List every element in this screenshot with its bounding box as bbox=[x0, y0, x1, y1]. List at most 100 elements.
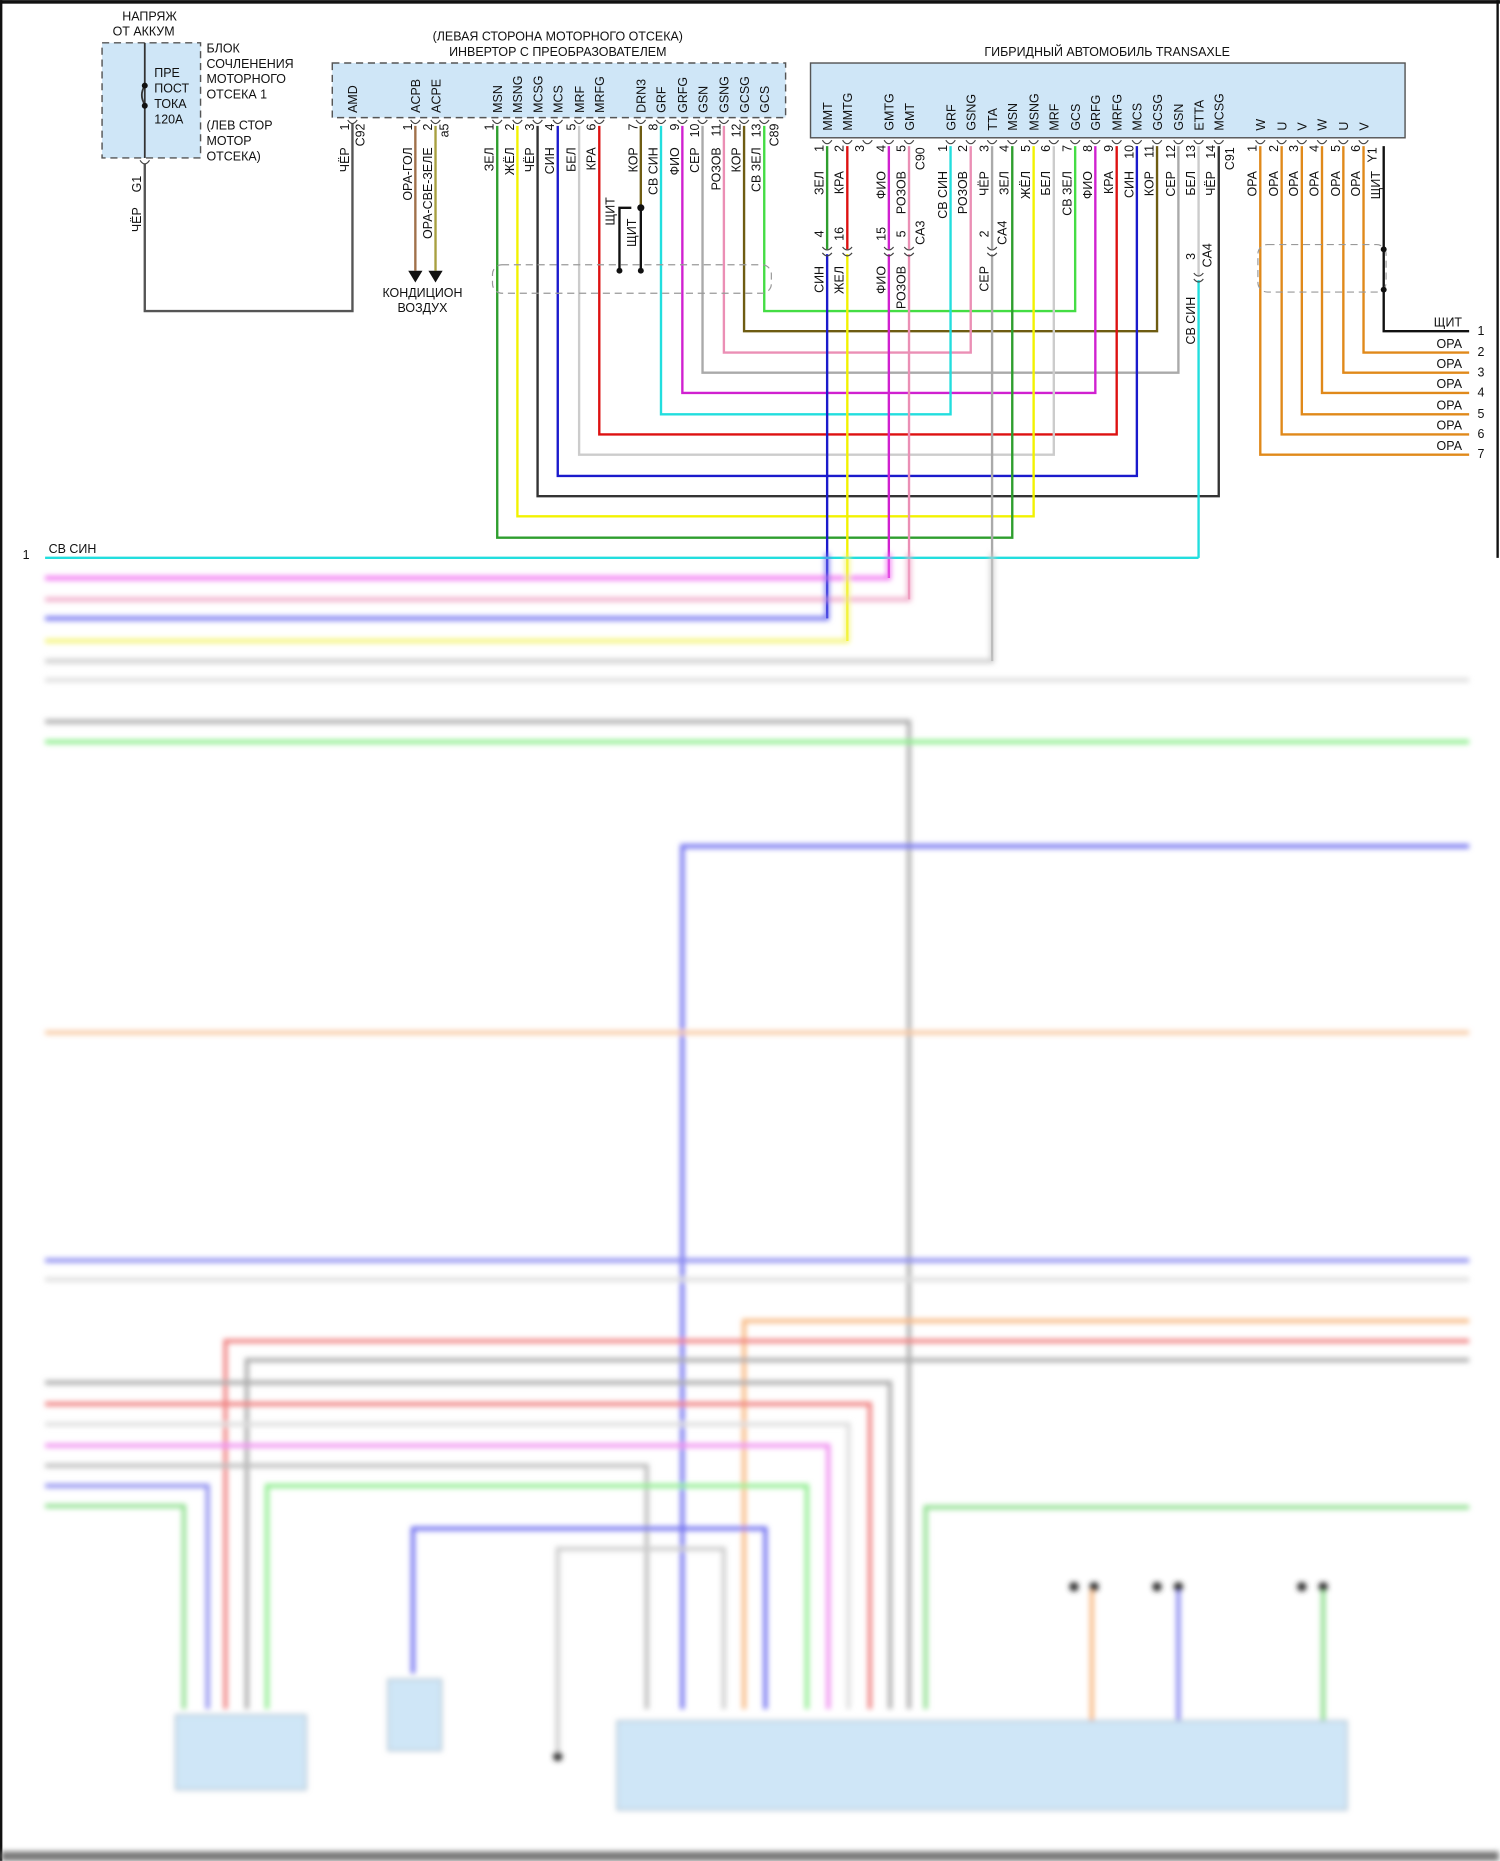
output-wire-label: ОРА bbox=[1437, 399, 1463, 413]
inverter-pin-name: AMD bbox=[346, 85, 360, 113]
pin-terminal-icon bbox=[1090, 139, 1101, 145]
inverter-pin-number: 13 bbox=[750, 123, 764, 137]
transaxle-pin-number: 6 bbox=[1039, 145, 1053, 152]
junction-block bbox=[101, 42, 202, 159]
transaxle-pin-number: 1 bbox=[936, 145, 950, 152]
pin-terminal-icon bbox=[1151, 139, 1163, 145]
output-wire-label: ОРА bbox=[1437, 337, 1463, 351]
connector-label: C89 bbox=[767, 123, 781, 146]
blurred-wire bbox=[45, 1503, 187, 1709]
blurred-border bbox=[1, 1851, 1499, 1861]
ground-wire bbox=[143, 123, 354, 313]
output-number: 4 bbox=[1478, 385, 1485, 399]
connector-label: C92 bbox=[353, 123, 367, 146]
inline-pin-number: 5 bbox=[894, 230, 908, 237]
wire-label: ЧЁР bbox=[130, 207, 144, 232]
transaxle-pin-number: 12 bbox=[1164, 145, 1178, 159]
transaxle-pin-name: MSN bbox=[1006, 103, 1020, 131]
inverter-wire-label: СИН bbox=[543, 147, 557, 174]
inverter-pin-number: 11 bbox=[709, 123, 723, 136]
inverter-pin-number: 9 bbox=[668, 123, 682, 130]
transaxle-pin-name: ETTA bbox=[1192, 99, 1206, 131]
transaxle-pin-name: MMTG bbox=[841, 93, 855, 131]
pin-terminal-icon bbox=[655, 119, 667, 125]
pin-terminal-icon bbox=[430, 119, 441, 125]
connector-label: a5 bbox=[438, 123, 452, 137]
inverter-wire-label: ЖЁЛ bbox=[503, 147, 517, 175]
inverter-pin-number: 8 bbox=[646, 123, 660, 130]
connector-label: CA4 bbox=[1201, 243, 1215, 267]
blurred-wire bbox=[555, 1546, 726, 1757]
blurred-wire bbox=[45, 1463, 649, 1709]
transaxle-pin-name: GMTG bbox=[883, 93, 897, 130]
arrow-down-icon bbox=[408, 270, 443, 283]
fuse-label: ТОКА bbox=[154, 97, 187, 111]
pin-terminal-icon bbox=[410, 119, 421, 125]
transaxle-pin-number: 7 bbox=[1061, 145, 1075, 152]
left-border bbox=[0, 0, 3, 1861]
transaxle-pin-name: TTA bbox=[986, 107, 1000, 130]
blurred-wire bbox=[45, 1422, 851, 1709]
transaxle-pin-number: 2 bbox=[833, 145, 847, 152]
pin-terminal-icon bbox=[677, 119, 688, 125]
blurred-wire bbox=[45, 553, 830, 621]
inverter-pin-number: 1 bbox=[483, 123, 497, 130]
block-label: МОТОРНОГО bbox=[206, 72, 286, 86]
transaxle-wire-label: ОРА bbox=[1287, 170, 1301, 196]
transaxle-wire-label: КРА bbox=[1102, 170, 1116, 194]
block-location: МОТОР bbox=[206, 134, 251, 148]
block-label: БЛОК bbox=[206, 41, 240, 55]
blurred-splice bbox=[1089, 1582, 1099, 1592]
output-number: 6 bbox=[1478, 427, 1485, 441]
inverter-wire-label: ФИО bbox=[668, 147, 682, 175]
inline-connector-icon bbox=[986, 246, 998, 257]
inverter-pin-number: 2 bbox=[503, 123, 517, 130]
phase-wire bbox=[1280, 146, 1470, 436]
phase-wire bbox=[1342, 146, 1470, 374]
output-wire-label: ОРА bbox=[1437, 419, 1463, 433]
transaxle-pin-name: GCSG bbox=[1151, 94, 1165, 131]
transaxle-pin-number: 4 bbox=[1307, 145, 1321, 152]
blurred-wire bbox=[45, 719, 912, 1709]
blurred-component bbox=[387, 1678, 443, 1752]
pin-terminal-icon bbox=[738, 119, 750, 125]
inverter-wire-label: КОР bbox=[730, 147, 744, 172]
transaxle-pin-number: 9 bbox=[1102, 145, 1116, 152]
phase-wire bbox=[1320, 146, 1470, 395]
transaxle-pin-number: 2 bbox=[1267, 145, 1281, 152]
inverter-pin-name: MRFG bbox=[593, 76, 607, 113]
inverter-wire-label: ЗЕЛ bbox=[483, 147, 497, 171]
inline-pin-number: 3 bbox=[1184, 253, 1198, 260]
pin-terminal-icon bbox=[821, 139, 833, 145]
block-label: ОТСЕКА 1 bbox=[206, 88, 267, 102]
lower-diagram-blurred bbox=[1, 553, 1499, 1861]
inverter-wire-label: СВ ЗЕЛ bbox=[750, 147, 764, 192]
shield-label: ЩИТ bbox=[604, 197, 618, 226]
output-number: 2 bbox=[1478, 345, 1485, 359]
inverter-pin-name: MCSG bbox=[531, 75, 545, 112]
block-location: ОТСЕКА) bbox=[206, 149, 260, 163]
transaxle-wire-label: СВ ЗЕЛ bbox=[1061, 171, 1075, 216]
transaxle-pin-number: 1 bbox=[813, 145, 827, 152]
transaxle-pin-number: 6 bbox=[1349, 145, 1363, 152]
blurred-wire bbox=[223, 1339, 1470, 1709]
transaxle-pin-name: V bbox=[1296, 122, 1310, 131]
ac-destination: КОНДИЦИОН bbox=[382, 286, 462, 300]
pin-terminal-icon bbox=[718, 119, 730, 125]
blurred-wire bbox=[741, 1318, 1470, 1709]
transaxle-wire-label: СЕР bbox=[1164, 171, 1178, 197]
transaxle-pin-number: 2 bbox=[956, 145, 970, 152]
blurred-wire bbox=[45, 1443, 831, 1709]
top-border bbox=[0, 0, 1500, 4]
inverter-pin-name: GRF bbox=[655, 86, 669, 113]
pin-terminal-icon bbox=[532, 119, 543, 125]
wires bbox=[45, 123, 1470, 662]
inline-connector-icon bbox=[842, 246, 853, 257]
transaxle-pin-number: 3 bbox=[1287, 145, 1301, 152]
pin-terminal-icon bbox=[1131, 139, 1143, 145]
inverter-pin-name: MRF bbox=[573, 85, 587, 112]
inverter-wire-label: КРА bbox=[585, 147, 599, 171]
blurred-wire bbox=[923, 1505, 1470, 1709]
blurred-splice bbox=[1069, 1582, 1079, 1592]
transaxle-wire-label: КРА bbox=[833, 170, 847, 194]
